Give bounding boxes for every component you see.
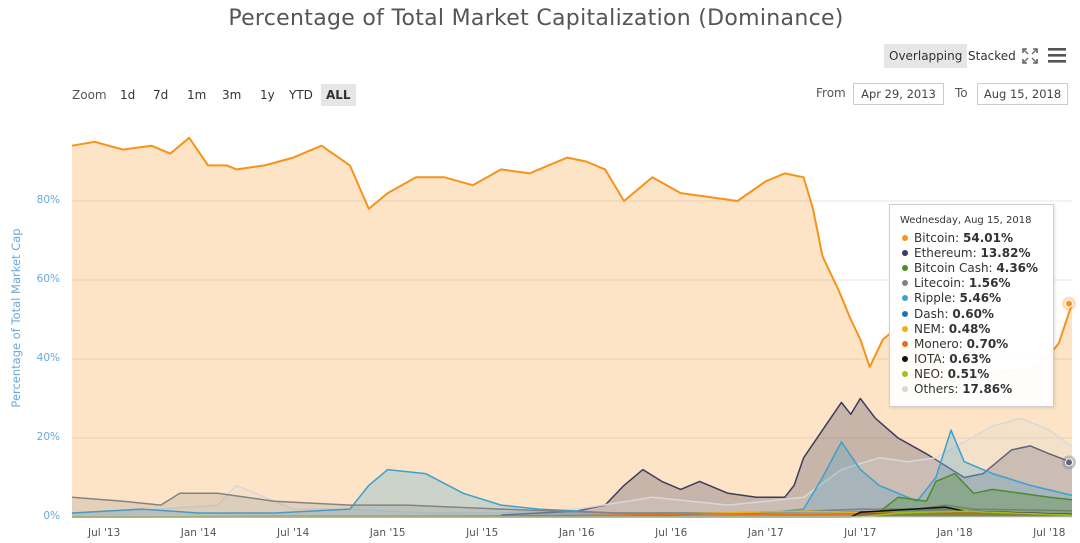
tooltip-series-value: 13.82%: [980, 246, 1031, 261]
series-area-nem: [72, 511, 1072, 517]
series-area-bitcoin-cash: [875, 473, 1072, 517]
series-line-others: [71, 417, 1073, 514]
tooltip-row-neo: NEO: 0.51%: [902, 367, 989, 381]
overlapping-button[interactable]: Overlapping: [884, 44, 968, 68]
fullscreen-icon[interactable]: [1022, 48, 1038, 68]
tooltip-row-monero: Monero: 0.70%: [902, 337, 1008, 351]
series-marker-bitcoin: [1065, 299, 1073, 308]
zoom-all-button[interactable]: ALL: [321, 84, 356, 106]
x-tick-jul-15: Jul '15: [466, 527, 499, 539]
legend-dot-icon: [902, 265, 908, 272]
tooltip-row-litecoin: Litecoin: 1.56%: [902, 276, 1010, 290]
x-tick-jan-16: Jan '16: [558, 527, 595, 539]
tooltip-row-bitcoin-cash: Bitcoin Cash: 4.36%: [902, 261, 1038, 275]
zoom-7d-button[interactable]: 7d: [153, 88, 169, 102]
tooltip-series-value: 17.86%: [962, 382, 1013, 396]
series-area-ripple: [72, 430, 1072, 517]
series-area-others: [72, 418, 1072, 517]
x-tick-jan-14: Jan '14: [180, 527, 217, 539]
x-tick-jan-17: Jan '17: [747, 527, 784, 539]
y-tick-40: 40%: [36, 352, 60, 364]
from-label: From: [816, 86, 846, 100]
tooltip-series-name: Monero:: [914, 336, 967, 351]
tooltip-series-name: Others:: [914, 382, 963, 396]
series-area-dash: [72, 511, 1072, 517]
y-tick-0: 0%: [43, 510, 60, 522]
tooltip-series-name: Bitcoin Cash:: [914, 261, 997, 276]
x-tick-jul-17: Jul '17: [844, 527, 877, 539]
y-tick-80: 80%: [36, 194, 60, 206]
series-line-monero: [71, 512, 1073, 518]
tooltip-series-name: IOTA:: [914, 351, 950, 366]
tooltip-series-name: Bitcoin:: [914, 231, 964, 245]
tooltip-date: Wednesday, Aug 15, 2018: [900, 215, 1032, 226]
tooltip-row-iota: IOTA: 0.63%: [902, 352, 991, 366]
series-line-ethereum: [501, 397, 1073, 516]
tooltip-row-dash: Dash: 0.60%: [902, 307, 994, 321]
x-tick-jan-15: Jan '15: [369, 527, 406, 539]
zoom-ytd-button[interactable]: YTD: [289, 88, 313, 102]
tooltip-row-ethereum: Ethereum: 13.82%: [902, 246, 1030, 260]
tooltip-series-value: 0.70%: [966, 336, 1009, 351]
series-line-litecoin: [71, 492, 1073, 514]
legend-dot-icon: [902, 340, 908, 347]
tooltip-series-value: 0.48%: [948, 321, 991, 336]
tooltip-series-value: 0.63%: [949, 351, 991, 366]
x-tick-jul-16: Jul '16: [655, 527, 688, 539]
legend-dot-icon: [902, 235, 908, 241]
x-tick-jan-18: Jan '18: [936, 527, 973, 539]
y-tick-60: 60%: [36, 273, 60, 285]
x-tick-jul-14: Jul '14: [277, 527, 310, 539]
series-line-bitcoin-cash: [874, 472, 1073, 516]
legend-dot-icon: [902, 355, 908, 362]
zoom-3m-button[interactable]: 3m: [222, 88, 242, 102]
hamburger-menu-icon[interactable]: [1048, 47, 1066, 67]
x-tick-jul-18: Jul '18: [1033, 527, 1066, 539]
chart-title: Percentage of Total Market Capitalizatio…: [228, 6, 844, 31]
tooltip-series-name: Ethereum:: [914, 246, 981, 261]
x-tick-jul-13: Jul '13: [87, 527, 121, 539]
legend-dot-icon: [902, 280, 908, 287]
to-date-input[interactable]: Aug 15, 2018: [977, 83, 1068, 105]
zoom-1y-button[interactable]: 1y: [260, 88, 275, 102]
series-marker-ethereum: [1065, 458, 1073, 467]
to-label: To: [955, 86, 968, 100]
tooltip-series-value: 54.01%: [963, 231, 1013, 245]
tooltip-series-name: Ripple:: [914, 291, 960, 306]
tooltip-series-value: 1.56%: [968, 276, 1011, 291]
tooltip-row-nem: NEM: 0.48%: [902, 322, 990, 336]
tooltip-series-value: 4.36%: [996, 261, 1039, 276]
series-area-bitcoin: [72, 137, 1072, 518]
tooltip-series-value: 5.46%: [959, 291, 1002, 306]
legend-dot-icon: [902, 325, 908, 332]
legend-dot-icon: [902, 295, 908, 302]
y-tick-20: 20%: [36, 431, 60, 443]
zoom-label: Zoom: [72, 88, 107, 102]
tooltip-series-name: Litecoin:: [914, 276, 969, 291]
tooltip-series-name: NEO:: [914, 366, 948, 381]
legend-dot-icon: [902, 370, 908, 377]
tooltip-row-bitcoin: Bitcoin: 54.01%: [902, 231, 1013, 245]
legend-dot-icon: [902, 310, 908, 317]
tooltip-series-name: Dash:: [914, 306, 953, 321]
series-area-monero: [72, 513, 1072, 517]
from-date-input[interactable]: Apr 29, 2013: [853, 83, 944, 105]
zoom-1d-button[interactable]: 1d: [120, 88, 136, 102]
legend-dot-icon: [902, 250, 908, 257]
tooltip-row-others: Others: 17.86%: [902, 382, 1012, 396]
tooltip-series-name: NEM:: [914, 321, 949, 336]
stacked-button[interactable]: Stacked: [968, 49, 1016, 63]
series-area-ethereum: [501, 398, 1073, 517]
tooltip-series-value: 0.51%: [947, 366, 990, 381]
tooltip-series-value: 0.60%: [952, 306, 994, 321]
tooltip-row-ripple: Ripple: 5.46%: [902, 291, 1001, 305]
legend-dot-icon: [902, 386, 908, 392]
chart-tooltip: Wednesday, Aug 15, 2018 Bitcoin: 54.01% E…: [889, 204, 1054, 407]
zoom-1m-button[interactable]: 1m: [187, 88, 207, 102]
